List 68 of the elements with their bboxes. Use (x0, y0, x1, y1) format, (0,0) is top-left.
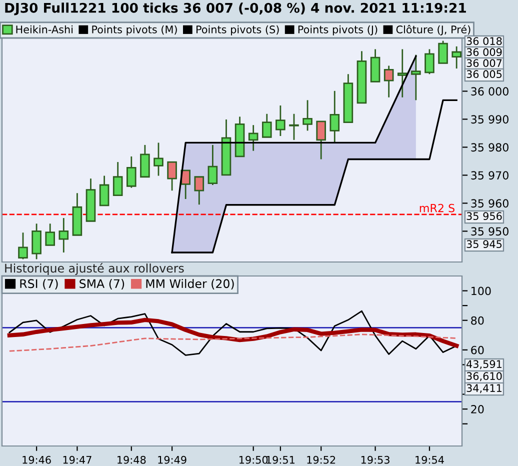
x-tick-label: 19:46 (22, 456, 51, 464)
candlestick (194, 176, 204, 206)
candlestick (180, 170, 190, 200)
text: Points pivots (J) (298, 25, 378, 36)
text: 34,411 (466, 384, 502, 394)
text: 36 007 (466, 59, 502, 68)
x-tick-label: 19:50 (239, 456, 268, 464)
text: 36 018 (466, 37, 502, 46)
y-tick-label: 35 960 (471, 199, 508, 208)
y-tick-label: 36 000 (471, 87, 508, 96)
candlestick (384, 65, 394, 98)
x-tick-label: 19:48 (118, 456, 146, 464)
line-series (8, 310, 458, 356)
text: Points pivots (S) (196, 25, 279, 36)
legend-label: RSI (7) (20, 278, 58, 290)
text: 35 945 (466, 240, 502, 248)
candlestick (140, 144, 150, 178)
candlestick (126, 156, 136, 188)
candlestick (330, 90, 340, 144)
y-tick-label: 35 950 (471, 227, 508, 236)
y-tick-label: 35 980 (471, 143, 508, 152)
legend-label: MM Wilder (20) (146, 278, 234, 290)
candlestick (289, 113, 299, 141)
x-tick-label: 19:51 (266, 456, 294, 464)
line-series (8, 334, 458, 352)
candlestick (248, 124, 258, 152)
text: 36 009 (466, 48, 502, 56)
line-series (7, 318, 459, 348)
x-tick-label: 19:47 (63, 456, 92, 464)
candlestick (302, 99, 312, 132)
text: Points pivots (M) (92, 25, 177, 36)
candlestick (262, 113, 272, 138)
y-tick-label: 35 970 (471, 171, 508, 180)
text: Historique ajusté aux rollovers (5, 263, 184, 275)
ref-line-label: mR2 S (420, 204, 454, 212)
candlestick (438, 40, 448, 64)
y-tick-label: 20 (471, 405, 484, 414)
text: 35 956 (466, 212, 502, 220)
candlestick (112, 161, 123, 196)
legend-label: Heikin-Ashi (16, 25, 73, 34)
candlestick (32, 222, 42, 260)
y-tick-label: 100 (472, 286, 491, 296)
candlestick (45, 222, 55, 246)
legend-label: SMA (7) (80, 278, 124, 290)
candlestick (154, 142, 164, 176)
x-tick-label: 19:53 (361, 456, 390, 464)
candlestick (316, 120, 326, 160)
candlestick (58, 217, 69, 254)
x-tick-label: 19:54 (416, 456, 444, 464)
candlestick (424, 48, 434, 75)
candlestick (18, 232, 28, 260)
y-tick-label: 35 990 (471, 115, 508, 124)
candlestick (452, 46, 462, 70)
candlestick (397, 48, 408, 98)
x-tick-label: 19:49 (158, 456, 186, 464)
candlestick (167, 161, 177, 192)
candlestick (208, 144, 218, 186)
candlestick (99, 175, 110, 206)
text: 36,610 (466, 372, 502, 382)
chart-title: DJ30 Full1221 100 ticks 36 007 (-0,08 %) 4 nov. 2021 11:19:21 (5, 2, 466, 16)
y-tick-label: 60 (471, 346, 484, 354)
y-tick-label: 80 (471, 316, 484, 325)
candlestick (411, 54, 421, 101)
candlestick (276, 104, 286, 137)
text: 36 005 (466, 70, 502, 78)
text: 43,591 (466, 360, 502, 370)
x-tick-label: 19:52 (307, 456, 336, 464)
text: Clôture (J, Pré) (396, 24, 470, 36)
